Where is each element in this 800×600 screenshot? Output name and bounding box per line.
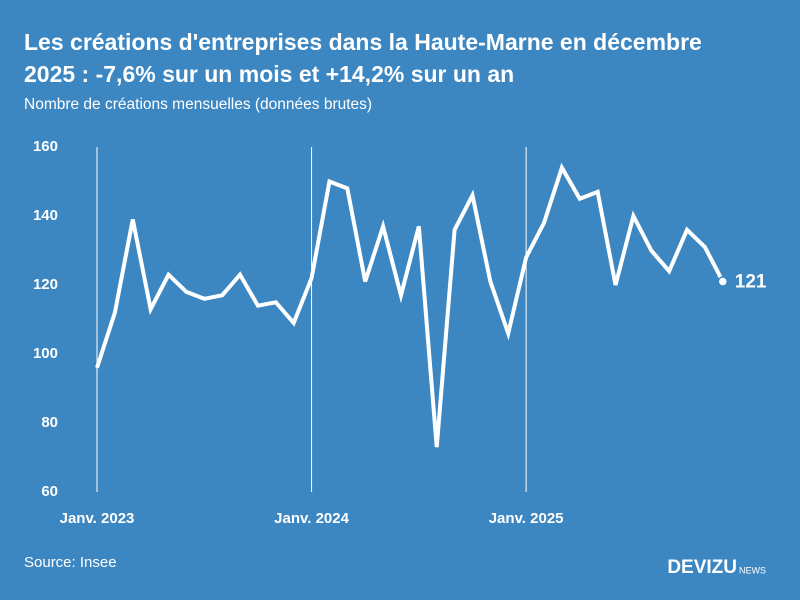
x-tick-label: Janv. 2024 bbox=[274, 510, 349, 527]
chart-title: Les créations d'entreprises dans la Haut… bbox=[24, 29, 702, 55]
end-point bbox=[717, 276, 729, 287]
x-tick-label: Janv. 2023 bbox=[60, 510, 135, 527]
brand: DEVIZU bbox=[667, 557, 737, 578]
end-label: 121 bbox=[735, 272, 767, 293]
y-tick-label: 120 bbox=[33, 276, 58, 293]
chart-subtitle: Nombre de créations mensuelles (données … bbox=[24, 96, 372, 113]
y-tick-label: 140 bbox=[33, 207, 58, 224]
y-tick-label: 100 bbox=[33, 345, 58, 362]
y-tick-label: 60 bbox=[41, 483, 58, 500]
y-tick-label: 80 bbox=[41, 414, 58, 431]
chart-title: 2025 : -7,6% sur un mois et +14,2% sur u… bbox=[24, 61, 514, 87]
y-tick-label: 160 bbox=[33, 138, 58, 155]
line bbox=[95, 162, 725, 448]
brand-suffix: NEWS bbox=[739, 565, 766, 575]
x-tick-label: Janv. 2025 bbox=[489, 510, 564, 527]
source: Source: Insee bbox=[24, 554, 117, 571]
